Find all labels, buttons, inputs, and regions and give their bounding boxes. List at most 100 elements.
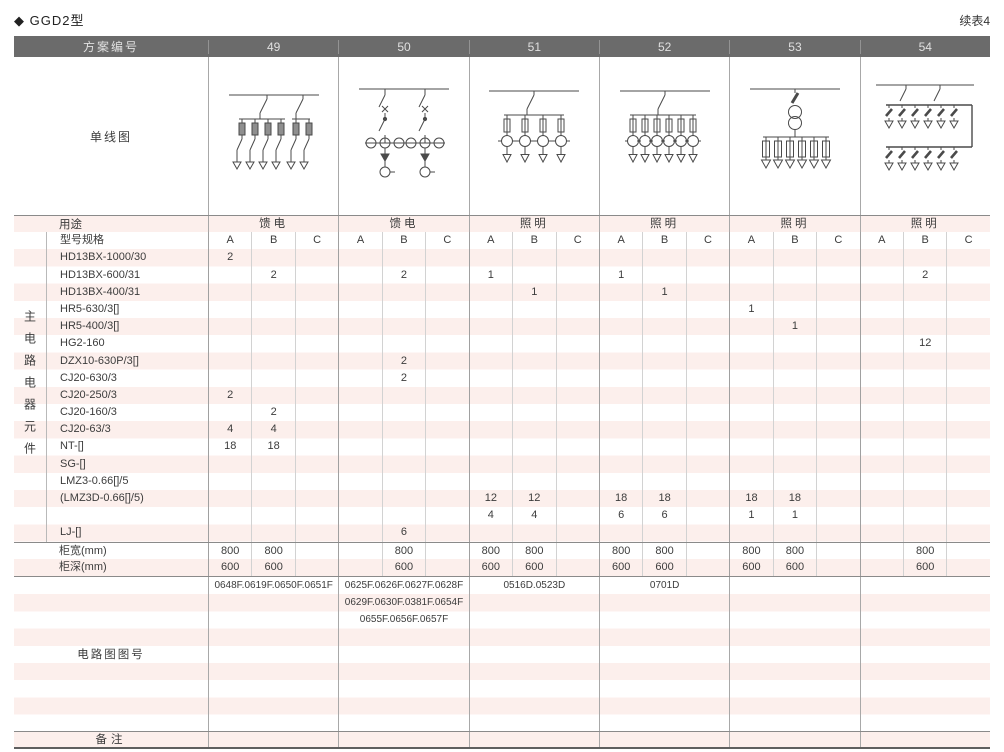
qty-cell bbox=[816, 386, 859, 405]
qty-cell bbox=[468, 300, 512, 319]
qty-cell: 4 bbox=[468, 507, 512, 525]
component-row: (LMZ3D-0.66[]/5) 12 12 18 18 18 18 bbox=[14, 490, 990, 508]
qty-cell bbox=[642, 524, 685, 542]
circuit-number-cell bbox=[861, 577, 990, 594]
qty-cell bbox=[729, 386, 772, 405]
qty-cell bbox=[816, 472, 859, 490]
qty-cell: 1 bbox=[772, 507, 816, 525]
qty-cell bbox=[816, 507, 859, 525]
qty-cell: 1 bbox=[729, 507, 772, 525]
usage-value: 馈电 bbox=[338, 216, 468, 233]
qty-cell bbox=[251, 490, 294, 508]
circuit-number-cell bbox=[339, 646, 468, 663]
qty-cell bbox=[208, 490, 251, 508]
qty-cell: 2 bbox=[251, 404, 294, 422]
circuit-number-cell bbox=[730, 594, 859, 611]
qty-cell: C bbox=[555, 232, 599, 250]
qty-cell bbox=[381, 438, 425, 456]
qty-cell bbox=[425, 283, 468, 301]
qty-cell bbox=[425, 300, 468, 319]
qty-cell bbox=[772, 283, 816, 301]
qty-cell bbox=[816, 352, 859, 370]
component-label: DZX10-630P/3[] bbox=[46, 352, 208, 370]
qty-cell bbox=[294, 524, 338, 542]
circuit-number-cell bbox=[730, 646, 859, 663]
qty-cell bbox=[381, 507, 425, 525]
qty-cell bbox=[468, 386, 512, 405]
qty-cell bbox=[468, 472, 512, 490]
dimension-cell: 800 bbox=[598, 542, 642, 559]
qty-cell bbox=[294, 386, 338, 405]
circuit-number-cell bbox=[339, 714, 468, 731]
top-bar: ◆ GGD2型 续表4 bbox=[14, 9, 990, 29]
qty-cell: A bbox=[208, 232, 251, 250]
circuit-number-cell bbox=[209, 663, 338, 680]
qty-cell bbox=[859, 421, 903, 439]
qty-cell bbox=[772, 249, 816, 267]
qty-cell bbox=[425, 421, 468, 439]
qty-cell bbox=[208, 283, 251, 301]
circuit-number-cell bbox=[600, 663, 729, 680]
qty-cell bbox=[859, 524, 903, 542]
qty-cell bbox=[555, 524, 599, 542]
qty-cell: B bbox=[512, 232, 555, 250]
remark-cell bbox=[208, 731, 338, 747]
component-row: NT-[] 18 18 bbox=[14, 438, 990, 456]
qty-cell bbox=[294, 507, 338, 525]
qty-cell bbox=[729, 318, 772, 336]
circuit-number-cell bbox=[861, 646, 990, 663]
dimension-cell bbox=[685, 558, 729, 576]
qty-cell bbox=[946, 438, 989, 456]
qty-cell bbox=[859, 283, 903, 301]
circuit-number-cell bbox=[339, 697, 468, 714]
dimension-cell: 800 bbox=[381, 542, 425, 559]
qty-cell bbox=[468, 524, 512, 542]
qty-cell bbox=[208, 369, 251, 387]
qty-cell: 6 bbox=[598, 507, 642, 525]
circuit-number-cell: 0625F.0626F.0627F.0628F bbox=[344, 579, 464, 591]
qty-cell: B bbox=[772, 232, 816, 250]
qty-cell: 1 bbox=[729, 300, 772, 319]
circuit-number-cell bbox=[600, 714, 729, 731]
qty-cell bbox=[816, 283, 859, 301]
qty-cell bbox=[425, 335, 468, 353]
circuit-number-cell bbox=[209, 714, 338, 731]
qty-cell: B bbox=[903, 232, 946, 250]
qty-cell bbox=[425, 386, 468, 405]
circuit-number-cell bbox=[730, 577, 859, 594]
qty-cell bbox=[946, 283, 989, 301]
dimension-cell: 800 bbox=[208, 542, 251, 559]
component-row: HR5-630/3[] 1 bbox=[14, 300, 990, 319]
qty-cell bbox=[512, 369, 555, 387]
qty-cell bbox=[772, 386, 816, 405]
dimension-cell: 600 bbox=[512, 558, 555, 576]
qty-cell bbox=[946, 524, 989, 542]
qty-cell bbox=[859, 472, 903, 490]
qty-cell bbox=[425, 438, 468, 456]
qty-cell bbox=[208, 352, 251, 370]
qty-cell: 1 bbox=[598, 266, 642, 284]
circuit-number-cell bbox=[470, 697, 599, 714]
qty-cell bbox=[208, 455, 251, 473]
qty-cell bbox=[946, 249, 989, 267]
qty-cell bbox=[208, 507, 251, 525]
component-label: HD13BX-600/31 bbox=[46, 266, 208, 284]
dimension-cell bbox=[555, 558, 599, 576]
qty-cell bbox=[729, 472, 772, 490]
qty-cell bbox=[903, 472, 946, 490]
qty-cell bbox=[425, 404, 468, 422]
spec-header-label: 型号规格 bbox=[46, 232, 208, 250]
qty-cell bbox=[903, 369, 946, 387]
circuit-number-cell bbox=[339, 629, 468, 646]
component-row: 型号规格 A B C A B C A B C A B C A B C A B C bbox=[14, 232, 990, 250]
qty-cell bbox=[425, 352, 468, 370]
qty-cell bbox=[816, 421, 859, 439]
qty-cell bbox=[294, 283, 338, 301]
qty-cell bbox=[338, 318, 381, 336]
qty-cell bbox=[946, 386, 989, 405]
component-row: CJ20-160/3 2 bbox=[14, 404, 990, 422]
qty-cell bbox=[425, 455, 468, 473]
circuit-number-cell: 0648F.0619F.0650F.0651F bbox=[214, 579, 333, 591]
component-label: CJ20-250/3 bbox=[46, 386, 208, 405]
qty-cell bbox=[816, 266, 859, 284]
